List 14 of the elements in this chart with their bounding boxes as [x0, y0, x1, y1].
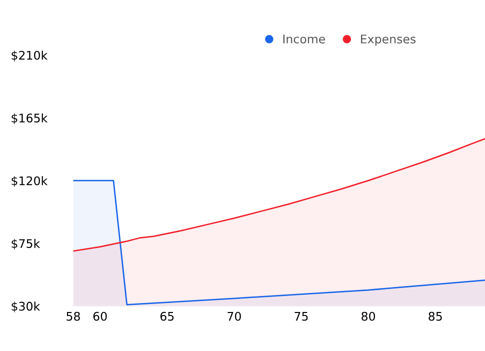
- y-tick-label: $75k: [12, 238, 40, 250]
- x-tick-label: 80: [362, 312, 376, 321]
- x-tick-label: 58: [66, 312, 80, 321]
- legend-label: Expenses: [361, 34, 416, 46]
- y-tick-label: $30k: [12, 302, 40, 312]
- x-tick-label: 65: [160, 312, 174, 321]
- y-tick-label: $210k: [12, 50, 48, 62]
- y-tick-label: $120k: [12, 176, 48, 187]
- x-tick-label: 75: [294, 312, 308, 321]
- legend-label: Income: [283, 34, 326, 44]
- y-tick-label: $165k: [12, 113, 48, 124]
- x-tick-label: 70: [228, 312, 241, 321]
- x-tick-label: 85: [428, 312, 442, 321]
- x-tick-label: 60: [93, 312, 107, 321]
